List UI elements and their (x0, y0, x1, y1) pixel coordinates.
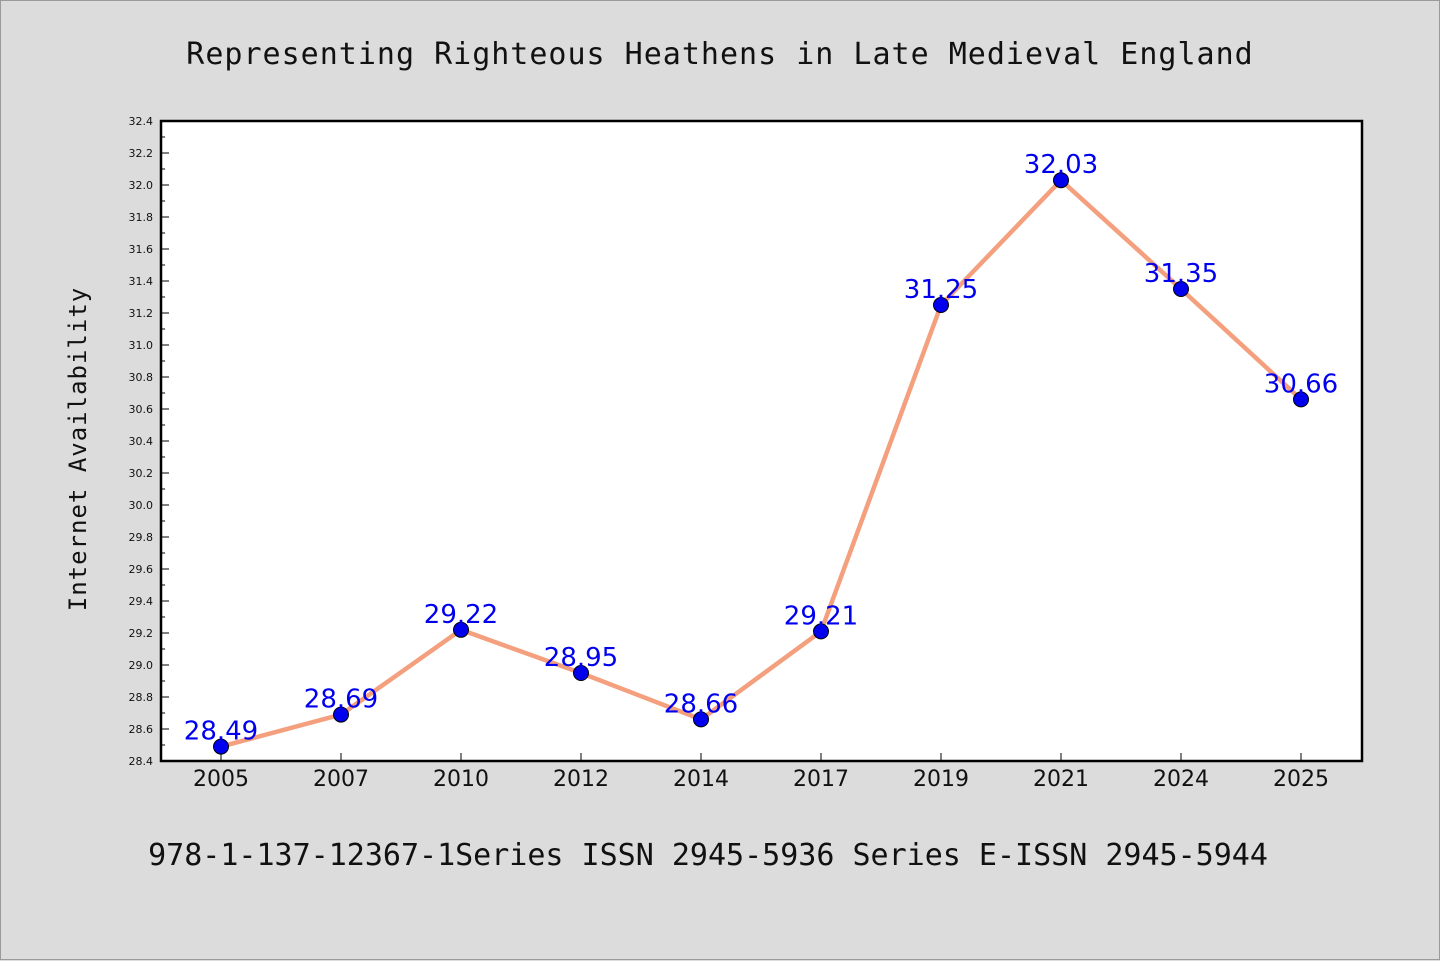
x-tick-label: 2007 (313, 767, 369, 792)
x-tick-label: 2024 (1153, 767, 1209, 792)
data-label-layer: 28.49 28.69 29.22 28.95 28.66 29.21 31.25 32.03… (184, 150, 1338, 746)
y-tick-label: 28.8 (129, 691, 154, 704)
x-tick-label: 2014 (673, 767, 729, 792)
footer-isbn-issn: 978-1-137-12367-1Series ISSN 2945-5936 S… (148, 838, 1268, 873)
series-layer (213, 172, 1309, 755)
y-tick-label: 31.6 (129, 243, 154, 256)
data-point (213, 738, 229, 755)
data-point (933, 297, 949, 313)
data-label: 29.21 (784, 601, 858, 631)
y-tick-label: 29.6 (129, 563, 154, 576)
y-tick-label: 30.6 (129, 403, 154, 416)
series-line (218, 177, 1304, 749)
y-tick-label: 29.2 (129, 627, 154, 640)
data-point (1293, 391, 1309, 408)
y-tick-label: 30.4 (129, 435, 154, 448)
data-label: 28.49 (184, 717, 258, 747)
y-tick-label: 30.0 (129, 499, 154, 512)
data-point (1053, 172, 1069, 189)
data-point (1173, 281, 1189, 297)
y-tick-label: 28.4 (129, 755, 154, 768)
chart-title: Representing Righteous Heathens in Late … (186, 37, 1253, 72)
data-label: 28.95 (544, 643, 618, 673)
y-tick-label: 32.2 (129, 147, 154, 160)
data-point (693, 711, 709, 728)
data-label: 31.25 (904, 275, 978, 305)
x-axis: 2005 2007 2010 2012 2014 2017 2019 2021 2024 2025 (193, 753, 1329, 792)
data-point (573, 665, 589, 681)
y-tick-label: 28.6 (129, 723, 154, 736)
data-label: 28.66 (664, 689, 738, 719)
y-tick-label: 31.2 (129, 307, 154, 320)
x-tick-label: 2017 (793, 767, 849, 792)
plot-area (159, 119, 1364, 763)
y-tick-label: 31.4 (129, 275, 154, 288)
y-tick-label: 30.8 (129, 371, 154, 384)
y-tick-label: 31.8 (129, 211, 154, 224)
x-tick-label: 2019 (913, 767, 969, 792)
x-tick-label: 2021 (1033, 767, 1089, 792)
data-label: 28.69 (304, 685, 378, 715)
y-axis: 28.4 28.6 28.8 29.0 29.2 29.4 29.6 29.8 30.0 30.2… (129, 115, 169, 768)
data-label: 29.22 (424, 600, 498, 630)
y-axis-label: Internet Availability (64, 287, 92, 611)
data-label: 30.66 (1264, 369, 1338, 399)
y-tick-label: 31.0 (129, 339, 154, 352)
data-point (813, 623, 829, 640)
data-label: 32.03 (1024, 150, 1098, 180)
y-tick-label: 32.0 (129, 179, 154, 192)
y-tick-label: 29.4 (129, 595, 154, 608)
x-tick-label: 2012 (553, 767, 609, 792)
y-tick-label: 29.8 (129, 531, 154, 544)
x-tick-label: 2010 (433, 767, 489, 792)
data-point (333, 706, 349, 723)
x-tick-label: 2005 (193, 767, 249, 792)
y-tick-label: 29.0 (129, 659, 154, 672)
data-label: 31.35 (1144, 259, 1218, 289)
data-point (453, 621, 469, 638)
y-tick-label: 30.2 (129, 467, 154, 480)
x-tick-label: 2025 (1273, 767, 1329, 792)
y-tick-label: 32.4 (129, 115, 154, 128)
